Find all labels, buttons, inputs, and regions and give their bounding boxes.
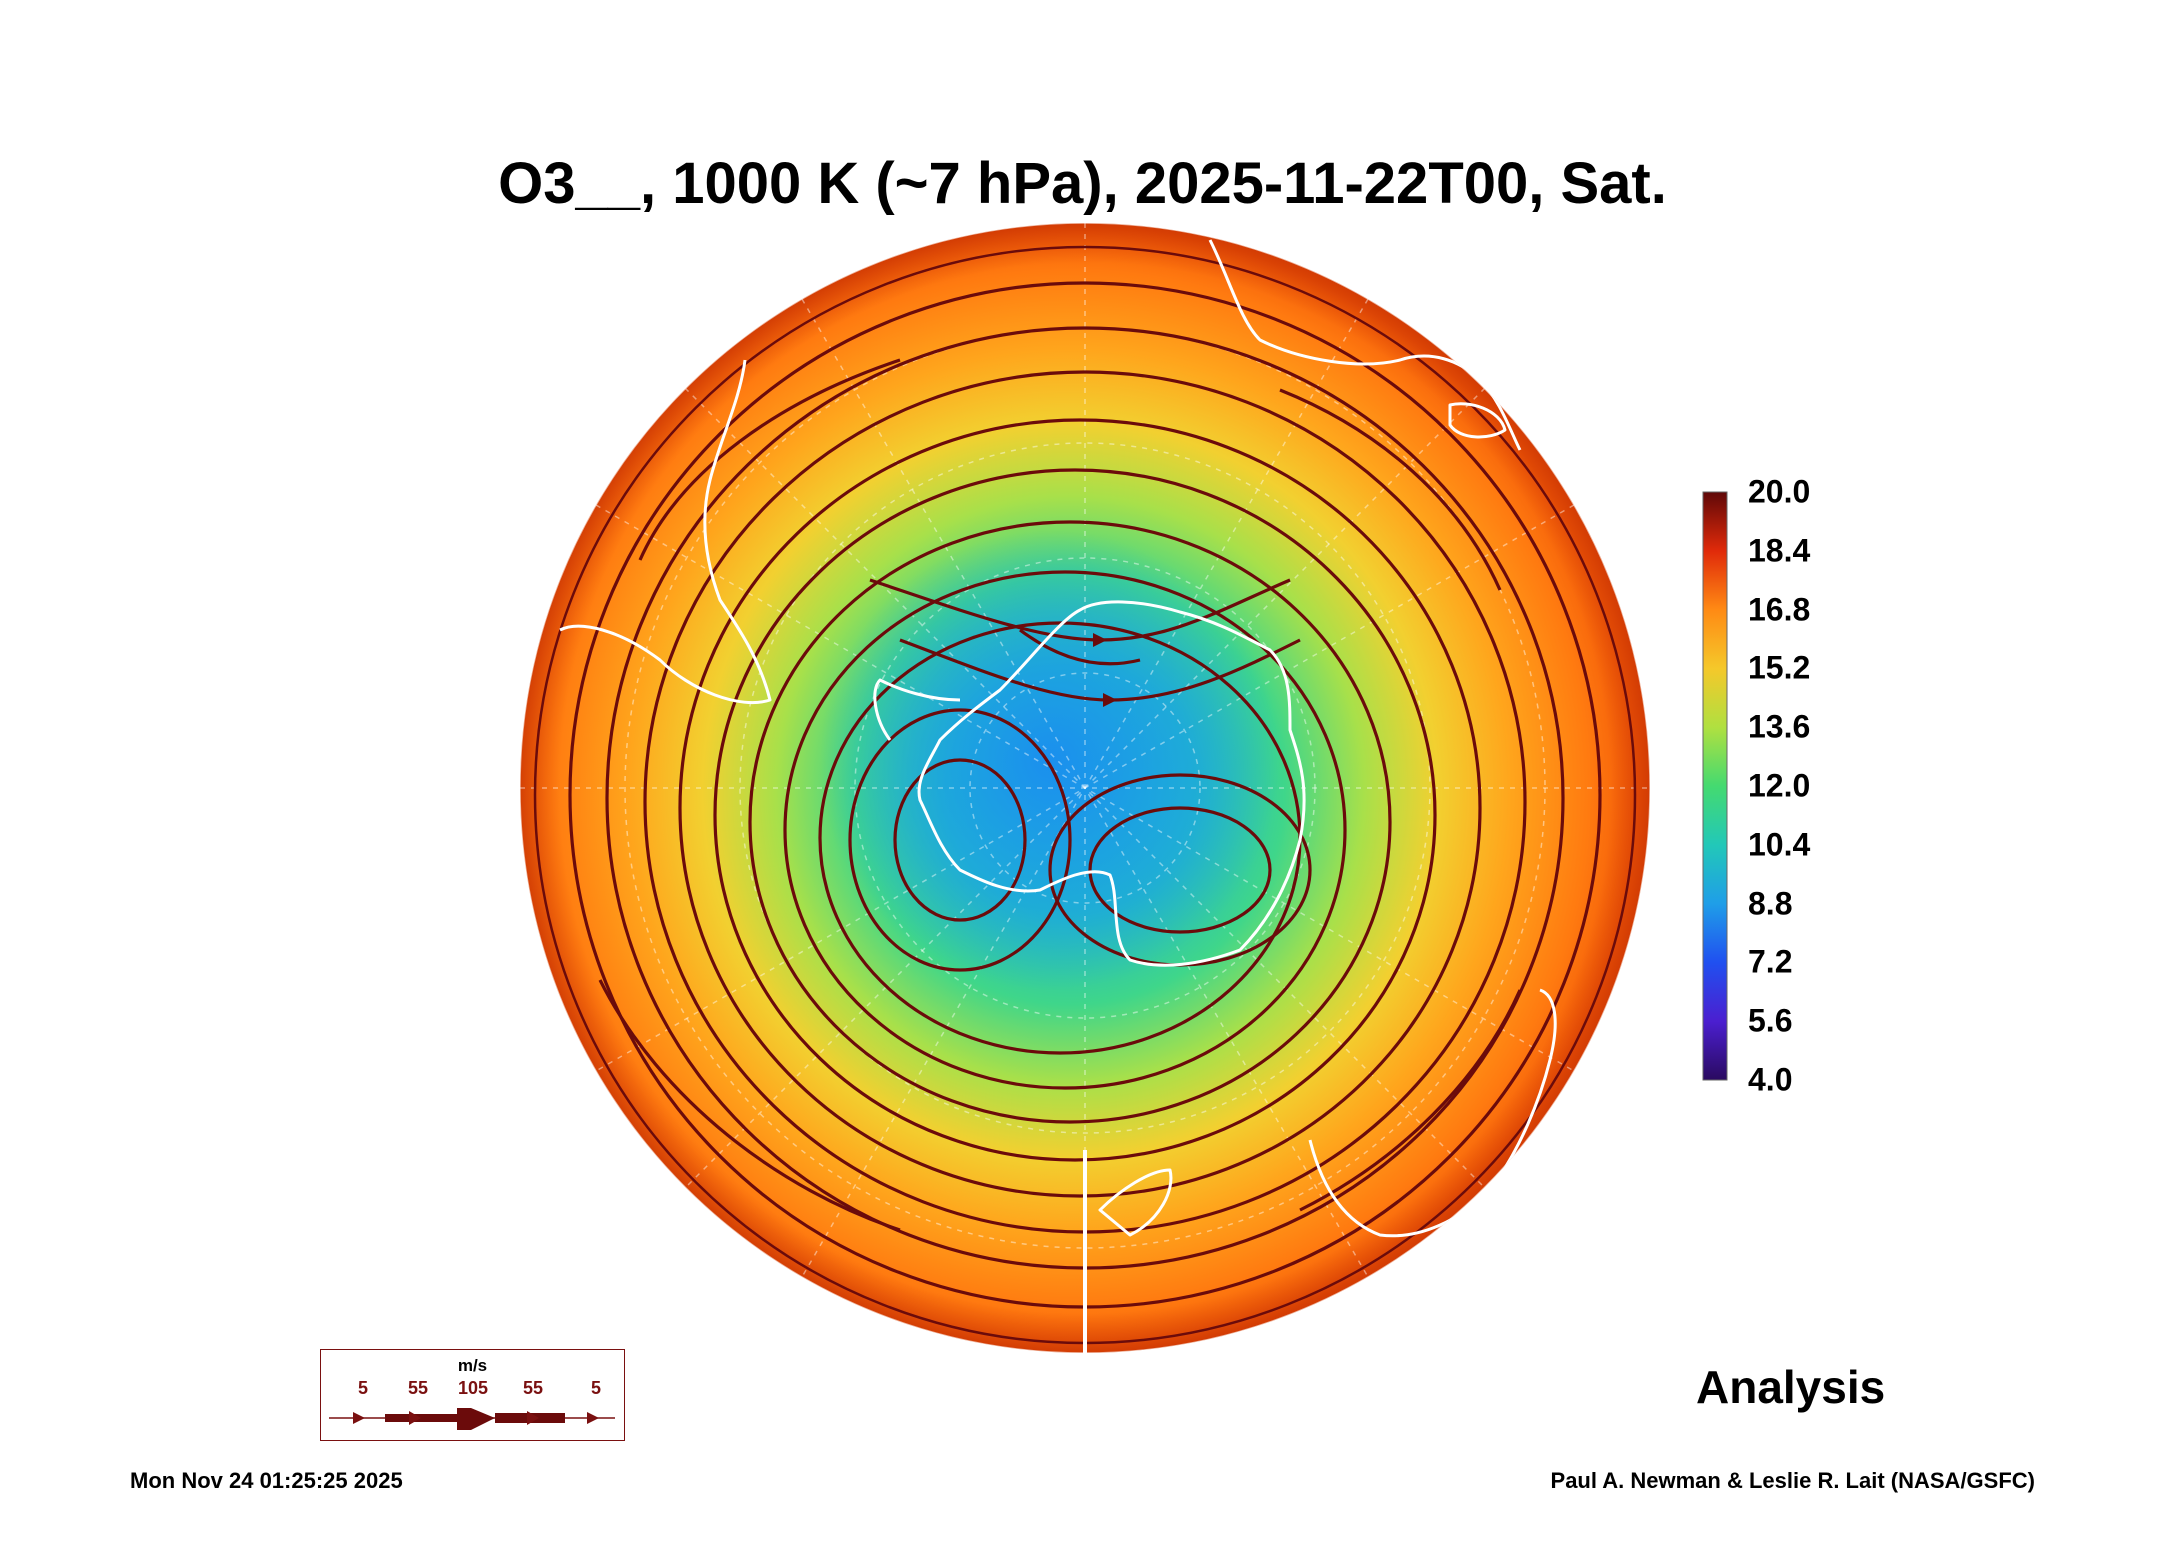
colorbar-label: 13.6: [1748, 708, 1811, 745]
wind-tick-label: 55: [522, 1378, 544, 1398]
madagascar-coast: [1448, 402, 1507, 439]
colorbar-label: 12.0: [1748, 767, 1811, 804]
analysis-label: Analysis: [1696, 1361, 1886, 1413]
colorbar-label: 15.2: [1748, 649, 1811, 686]
wind-tick-label: 105: [457, 1378, 489, 1398]
credit-line: Paul A. Newman & Leslie R. Lait (NASA/GS…: [1550, 1468, 2035, 1493]
wind-speed-legend: m/s 5 55 105 55 5: [320, 1349, 625, 1441]
antarctic-peninsula: [873, 678, 961, 741]
colorbar: [1702, 491, 1728, 1081]
colorbar-label: 10.4: [1748, 826, 1811, 863]
colorbar-label: 18.4: [1748, 532, 1811, 569]
antarctica-coast: [917, 600, 1306, 967]
disc-rim: [520, 223, 1650, 1353]
colorbar-label: 20.0: [1748, 473, 1811, 510]
map-title: O3__, 1000 K (~7 hPa), 2025-11-22T00, Sa…: [498, 151, 1667, 216]
south-america-coast: [559, 359, 772, 705]
colorbar-label: 4.0: [1748, 1061, 1793, 1098]
wind-tick-label: 5: [590, 1378, 602, 1398]
colorbar-label: 7.2: [1748, 943, 1793, 980]
wind-unit-label: m/s: [457, 1356, 488, 1375]
new-zealand-coast: [1098, 1168, 1173, 1237]
colorbar-label: 16.8: [1748, 591, 1811, 628]
timestamp: Mon Nov 24 01:25:25 2025: [130, 1468, 403, 1493]
colorbar-label: 5.6: [1748, 1002, 1793, 1039]
wind-speed-arrow: [329, 1408, 615, 1430]
colorbar-label: 8.8: [1748, 885, 1793, 922]
wind-tick-label: 5: [357, 1378, 369, 1398]
wind-tick-label: 55: [407, 1378, 429, 1398]
